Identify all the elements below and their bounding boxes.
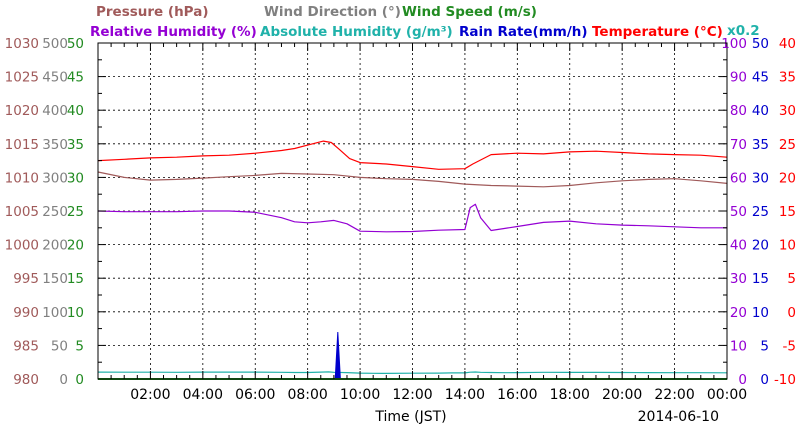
right-tick-label: 5 bbox=[787, 271, 796, 287]
left-tick-label: 100 bbox=[42, 305, 68, 321]
legend-item: Temperature (°C) bbox=[592, 24, 723, 40]
left-axes: 1030102510201015101010051000995990985980… bbox=[5, 36, 106, 388]
legend: Pressure (hPa) Wind Direction (°) Wind Spe… bbox=[90, 4, 760, 40]
left-tick-label: 0 bbox=[59, 372, 68, 388]
legend-item: Relative Humidity (%) bbox=[90, 24, 257, 40]
right-tick-label: 25 bbox=[752, 204, 769, 220]
right-tick-label: 40 bbox=[730, 238, 747, 254]
right-tick-label: 80 bbox=[730, 103, 747, 119]
date-label: 2014-06-10 bbox=[638, 409, 719, 425]
right-tick-label: 30 bbox=[730, 271, 747, 287]
left-tick-label: 30 bbox=[67, 170, 84, 186]
right-axes: 1009080706050403020100504540353025201510… bbox=[719, 36, 796, 388]
right-tick-label: 30 bbox=[752, 170, 769, 186]
left-tick-label: 200 bbox=[42, 238, 68, 254]
left-tick-label: 1025 bbox=[5, 70, 39, 86]
left-tick-label: 985 bbox=[13, 338, 39, 354]
left-tick-label: 250 bbox=[42, 204, 68, 220]
left-tick-label: 50 bbox=[51, 338, 68, 354]
x-tick-label: 10:00 bbox=[340, 387, 380, 403]
legend-item: Pressure (hPa) bbox=[96, 4, 209, 20]
left-tick-label: 150 bbox=[42, 271, 68, 287]
left-tick-label: 995 bbox=[13, 271, 39, 287]
series-relative-humidity bbox=[97, 203, 727, 233]
left-tick-label: 980 bbox=[13, 372, 39, 388]
left-tick-label: 10 bbox=[67, 305, 84, 321]
legend-item: Wind Direction (°) bbox=[264, 4, 401, 20]
left-tick-label: 5 bbox=[75, 338, 84, 354]
left-tick-label: 500 bbox=[42, 36, 68, 52]
right-tick-label: 0 bbox=[738, 372, 747, 388]
left-tick-label: 0 bbox=[75, 372, 84, 388]
x-axis: 02:00 04:00 06:00 08:00 10:00 12:00 14:00 16:00… bbox=[97, 43, 747, 403]
legend-item: Absolute Humidity (g/m³) bbox=[260, 24, 453, 40]
x-tick-label: 20:00 bbox=[602, 387, 642, 403]
legend-item: Wind Speed (m/s) bbox=[402, 4, 537, 20]
x-tick-label: 00:00 bbox=[707, 387, 747, 403]
right-tick-label: 100 bbox=[721, 36, 747, 52]
x-axis-label: Time (JST) bbox=[374, 409, 446, 425]
x-tick-label: 06:00 bbox=[235, 387, 275, 403]
left-tick-label: 45 bbox=[67, 70, 84, 86]
x-tick-label: 22:00 bbox=[654, 387, 694, 403]
right-tick-label: 35 bbox=[779, 70, 796, 86]
series-pressure bbox=[97, 171, 728, 188]
x-tick-label: 08:00 bbox=[287, 387, 327, 403]
right-tick-label: 45 bbox=[752, 70, 769, 86]
series-temperature bbox=[97, 140, 728, 170]
x-tick-label: 02:00 bbox=[130, 387, 170, 403]
left-tick-label: 35 bbox=[67, 137, 84, 153]
left-tick-label: 20 bbox=[67, 238, 84, 254]
x-tick-label: 14:00 bbox=[445, 387, 485, 403]
left-tick-label: 300 bbox=[42, 170, 68, 186]
left-tick-label: 50 bbox=[67, 36, 84, 52]
left-tick-label: 1005 bbox=[5, 204, 39, 220]
right-tick-label: 10 bbox=[752, 305, 769, 321]
left-tick-label: 15 bbox=[67, 271, 84, 287]
left-tick-label: 990 bbox=[13, 305, 39, 321]
x-tick-label: 18:00 bbox=[550, 387, 590, 403]
right-tick-label: 20 bbox=[730, 305, 747, 321]
right-tick-label: 20 bbox=[752, 238, 769, 254]
right-tick-label: 60 bbox=[730, 170, 747, 186]
right-tick-label: 50 bbox=[752, 36, 769, 52]
x-tick-label: 16:00 bbox=[497, 387, 537, 403]
x-tick-label: 12:00 bbox=[392, 387, 432, 403]
right-tick-label: 0 bbox=[760, 372, 769, 388]
right-tick-label: 40 bbox=[752, 103, 769, 119]
left-tick-label: 40 bbox=[67, 103, 84, 119]
x-tick-label: 04:00 bbox=[183, 387, 223, 403]
right-tick-label: 90 bbox=[730, 70, 747, 86]
right-tick-label: 5 bbox=[760, 338, 769, 354]
right-tick-label: 70 bbox=[730, 137, 747, 153]
left-tick-label: 1010 bbox=[5, 170, 39, 186]
right-tick-label: 40 bbox=[779, 36, 796, 52]
right-tick-label: 35 bbox=[752, 137, 769, 153]
right-tick-label: 10 bbox=[779, 238, 796, 254]
right-tick-label: -10 bbox=[774, 372, 796, 388]
right-tick-label: 25 bbox=[779, 137, 796, 153]
right-tick-label: 0 bbox=[787, 305, 796, 321]
scale-note: x0.2 bbox=[727, 23, 760, 39]
left-tick-label: 450 bbox=[42, 70, 68, 86]
left-tick-label: 1030 bbox=[5, 36, 39, 52]
right-tick-label: 15 bbox=[752, 271, 769, 287]
left-tick-label: 1000 bbox=[5, 238, 39, 254]
left-tick-label: 1020 bbox=[5, 103, 39, 119]
left-tick-label: 1015 bbox=[5, 137, 39, 153]
right-tick-label: 20 bbox=[779, 170, 796, 186]
right-tick-label: 30 bbox=[779, 103, 796, 119]
right-tick-label: -5 bbox=[783, 338, 796, 354]
right-tick-label: 15 bbox=[779, 204, 796, 220]
legend-item: Rain Rate(mm/h) bbox=[459, 24, 588, 40]
grid bbox=[98, 43, 727, 379]
left-tick-label: 350 bbox=[42, 137, 68, 153]
right-tick-label: 10 bbox=[730, 338, 747, 354]
left-tick-label: 400 bbox=[42, 103, 68, 119]
left-tick-label: 25 bbox=[67, 204, 84, 220]
right-tick-label: 50 bbox=[730, 204, 747, 220]
